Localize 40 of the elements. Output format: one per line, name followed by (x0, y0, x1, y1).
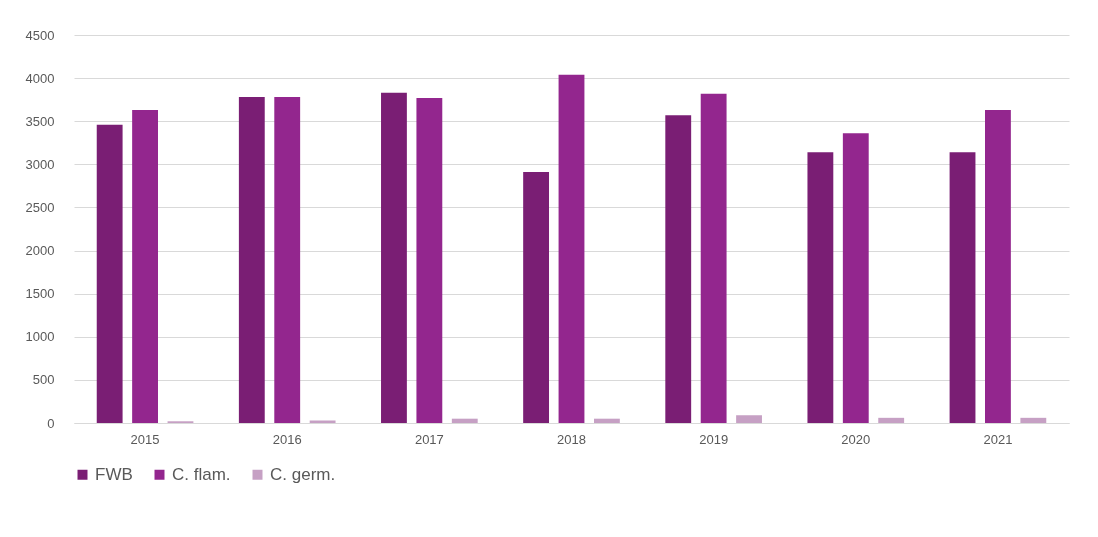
y-tick-label: 0 (47, 415, 55, 431)
bar (842, 133, 869, 423)
bar (593, 418, 620, 423)
bar (949, 152, 976, 423)
bar (736, 415, 762, 423)
bar (274, 97, 301, 423)
y-tick-label: 3500 (25, 113, 55, 129)
y-tick-label: 3000 (25, 156, 55, 172)
y-tick-label: 2500 (25, 199, 55, 215)
bar (381, 92, 407, 423)
y-tick-label: 500 (32, 372, 55, 388)
bar (416, 97, 443, 423)
bar (807, 152, 834, 423)
legend-label: FWB (95, 464, 133, 484)
legend-label: C. germ. (270, 464, 336, 484)
y-tick-label: 4500 (25, 27, 55, 43)
bar (985, 110, 1011, 423)
y-tick-label: 4000 (25, 70, 55, 86)
x-tick-label: 2016 (272, 431, 302, 447)
legend-label: C. flam. (172, 464, 231, 484)
bar (1020, 417, 1047, 423)
y-tick-label: 1500 (25, 286, 55, 302)
bar (238, 97, 265, 423)
x-tick-label: 2018 (557, 431, 586, 447)
x-tick-label: 2015 (130, 431, 160, 447)
bar (309, 420, 336, 423)
x-tick-label: 2020 (841, 431, 871, 447)
bar (665, 115, 692, 423)
y-tick-label: 1000 (25, 329, 55, 345)
bar (558, 74, 585, 423)
bar (523, 172, 550, 423)
bar (700, 93, 727, 423)
bar (96, 124, 123, 423)
x-tick-label: 2019 (699, 431, 729, 447)
y-tick-label: 2000 (25, 243, 55, 259)
bar (451, 418, 478, 423)
bar (878, 417, 905, 423)
bar (132, 110, 158, 423)
x-tick-label: 2021 (983, 431, 1013, 447)
x-tick-label: 2017 (414, 431, 444, 447)
